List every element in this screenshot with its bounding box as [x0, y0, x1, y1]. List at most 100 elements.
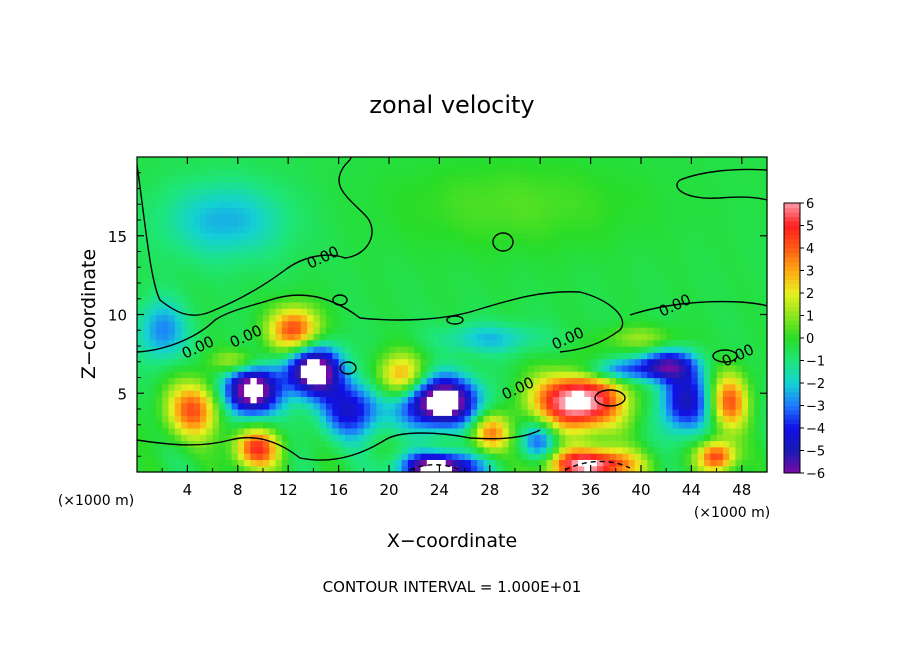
heatmap-cell: [250, 446, 258, 454]
heatmap-cell: [137, 409, 144, 416]
heatmap-cell: [521, 314, 529, 322]
heatmap-cell: [659, 301, 667, 309]
heatmap-cell: [414, 270, 422, 278]
heatmap-cell: [559, 396, 566, 404]
heatmap-cell: [300, 346, 308, 353]
heatmap-cell: [659, 289, 667, 297]
heatmap-cell: [231, 182, 239, 190]
heatmap-cell: [741, 295, 749, 303]
heatmap-cell: [685, 377, 692, 385]
heatmap-cell: [281, 270, 289, 278]
heatmap-cell: [578, 163, 585, 171]
heatmap-cell: [729, 188, 737, 196]
heatmap-cell: [332, 327, 340, 334]
heatmap-cell: [464, 226, 472, 234]
heatmap-cell: [578, 415, 585, 423]
heatmap-cell: [710, 371, 718, 379]
heatmap-cell: [319, 207, 327, 215]
heatmap-cell: [659, 232, 667, 240]
heatmap-cell: [326, 434, 333, 442]
heatmap-cell: [181, 188, 188, 196]
heatmap-cell: [319, 232, 327, 240]
heatmap-cell: [376, 320, 384, 328]
heatmap-cell: [477, 232, 485, 240]
heatmap-cell: [578, 390, 585, 397]
heatmap-cell: [263, 314, 270, 322]
heatmap-cell: [263, 377, 270, 385]
heatmap-cell: [193, 175, 201, 183]
heatmap-cell: [439, 453, 447, 460]
heatmap-cell: [653, 270, 661, 278]
heatmap-cell: [275, 364, 283, 372]
heatmap-cell: [256, 182, 264, 190]
heatmap-cell: [521, 245, 529, 253]
heatmap-cell: [748, 446, 755, 454]
heatmap-cell: [590, 446, 598, 454]
heatmap-cell: [376, 333, 384, 341]
heatmap-cell: [313, 465, 321, 473]
heatmap-cell: [149, 232, 157, 240]
heatmap-cell: [565, 245, 573, 253]
heatmap-cell: [426, 289, 434, 297]
heatmap-cell: [571, 276, 579, 284]
heatmap-cell: [433, 327, 440, 334]
heatmap-cell: [263, 421, 270, 429]
heatmap-cell: [288, 276, 296, 284]
heatmap-cell: [143, 157, 151, 164]
heatmap-cell: [710, 459, 718, 467]
heatmap-cell: [370, 427, 377, 435]
heatmap-cell: [363, 226, 371, 234]
heatmap-cell: [200, 421, 207, 429]
heatmap-cell: [609, 339, 617, 347]
heatmap-cell: [741, 201, 749, 208]
heatmap-cell: [502, 188, 510, 196]
heatmap-cell: [552, 163, 560, 171]
heatmap-cell: [414, 213, 422, 221]
heatmap-cell: [697, 308, 705, 316]
heatmap-cell: [206, 415, 214, 423]
heatmap-cell: [672, 371, 680, 379]
heatmap-cell: [672, 409, 680, 416]
heatmap-cell: [452, 175, 459, 183]
heatmap-cell: [174, 213, 182, 221]
heatmap-cell: [760, 207, 768, 215]
heatmap-cell: [596, 371, 604, 379]
heatmap-cell: [275, 301, 283, 309]
heatmap-cell: [628, 188, 636, 196]
heatmap-cell: [231, 346, 239, 353]
heatmap-cell: [685, 163, 692, 171]
heatmap-cell: [269, 440, 277, 448]
heatmap-cell: [452, 333, 459, 341]
heatmap-cell: [748, 409, 755, 416]
heatmap-cell: [666, 453, 674, 460]
heatmap-cell: [697, 327, 705, 334]
heatmap-cell: [647, 415, 655, 423]
heatmap-cell: [722, 427, 730, 435]
heatmap-cell: [231, 175, 239, 183]
heatmap-cell: [659, 402, 667, 410]
heatmap-cell: [401, 446, 409, 454]
heatmap-cell: [477, 238, 485, 246]
heatmap-cell: [584, 163, 592, 171]
heatmap-cell: [515, 390, 522, 397]
heatmap-cell: [615, 352, 623, 360]
heatmap-cell: [376, 314, 384, 322]
heatmap-cell: [439, 188, 447, 196]
heatmap-cell: [344, 327, 352, 334]
heatmap-cell: [603, 409, 611, 416]
heatmap-cell: [527, 427, 535, 435]
heatmap-cell: [256, 371, 264, 379]
heatmap-cell: [685, 207, 692, 215]
heatmap-cell: [527, 169, 535, 177]
heatmap-cell: [357, 446, 365, 454]
heatmap-cell: [521, 264, 529, 271]
heatmap-cell: [754, 415, 762, 423]
heatmap-cell: [697, 371, 705, 379]
heatmap-cell: [376, 270, 384, 278]
heatmap-cell: [212, 364, 220, 372]
heatmap-cell: [294, 327, 302, 334]
heatmap-cell: [704, 459, 711, 467]
heatmap-cell: [647, 194, 655, 202]
heatmap-cell: [760, 327, 768, 334]
heatmap-cell: [477, 182, 485, 190]
